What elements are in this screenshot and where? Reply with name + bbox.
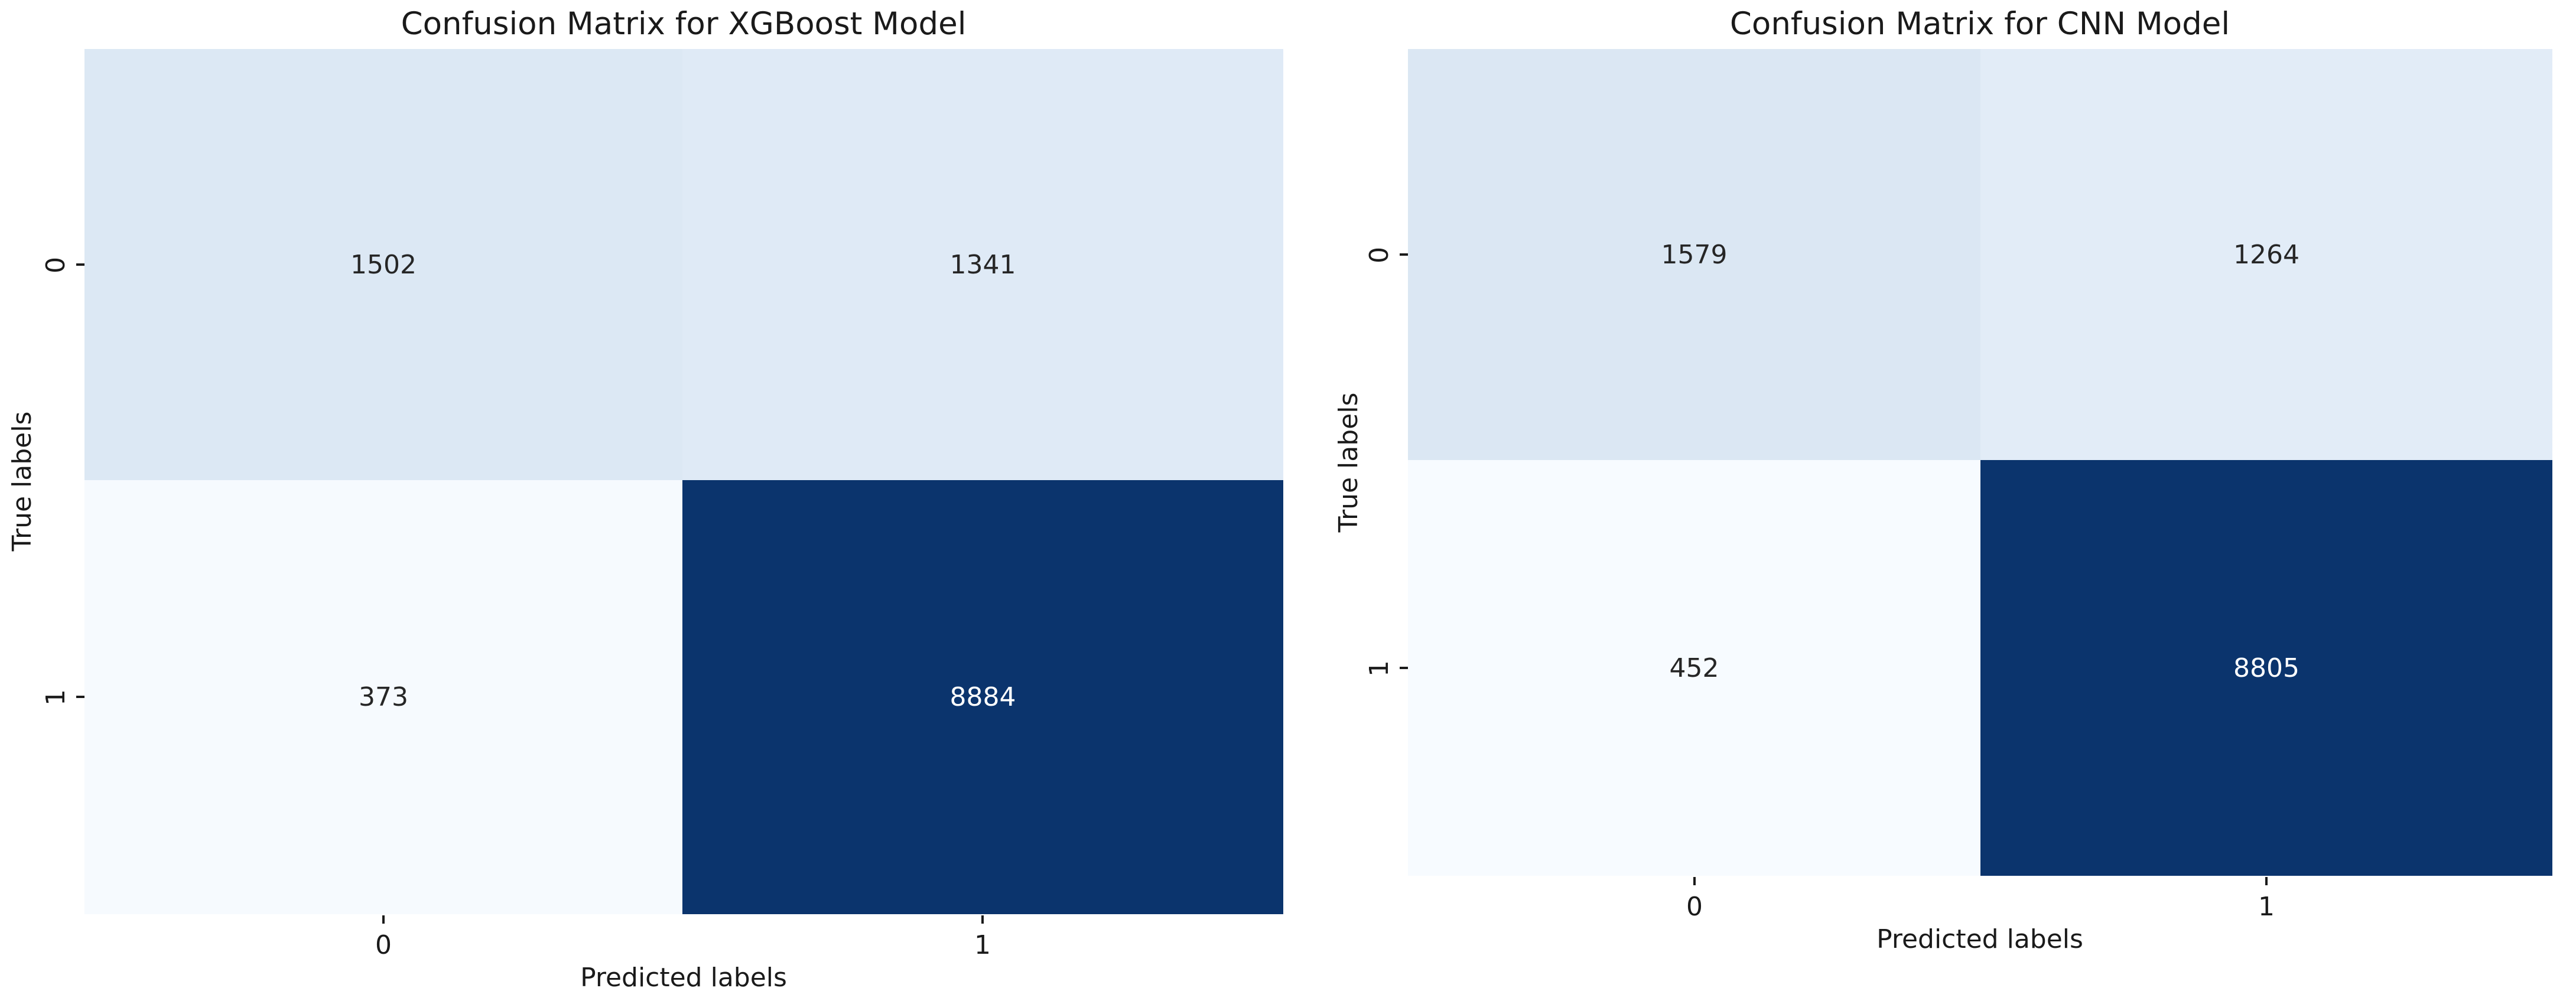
cnn-y-tickmark-0 — [1400, 253, 1408, 256]
cnn-chart-title: Confusion Matrix for CNN Model — [1729, 6, 2230, 42]
xgboost-cell-true0-pred1: 1341 — [682, 49, 1283, 480]
xgboost-y-tickmark-1 — [76, 696, 84, 698]
xgboost-x-axis-label: Predicted labels — [580, 963, 787, 993]
cnn-cell-true0-pred1: 1264 — [1980, 49, 2552, 460]
xgboost-cell-true1-pred1: 8884 — [682, 480, 1283, 914]
cnn-y-tickmark-1 — [1400, 667, 1408, 669]
cnn-cell-true1-pred1: 8805 — [1980, 460, 2552, 876]
cnn-y-tick-label-0: 0 — [1364, 247, 1394, 263]
cnn-cell-true1-pred0: 452 — [1408, 460, 1980, 876]
cnn-x-tickmark-0 — [1693, 877, 1696, 885]
xgboost-x-tickmark-1 — [981, 915, 984, 924]
confusion-matrix-xgboost: Confusion Matrix for XGBoost Model 1502 … — [7, 6, 1283, 993]
xgboost-x-tick-label-0: 0 — [375, 930, 392, 960]
xgboost-y-tickmark-0 — [76, 263, 84, 266]
cnn-x-tickmark-1 — [2265, 877, 2268, 885]
cnn-y-tick-label-1: 1 — [1364, 660, 1394, 677]
cnn-x-axis-label: Predicted labels — [1876, 924, 2083, 954]
cnn-y-axis-label: True labels — [1333, 392, 1364, 533]
cnn-cell-true0-pred0: 1579 — [1408, 49, 1980, 460]
cnn-x-tick-label-1: 1 — [2258, 891, 2275, 922]
xgboost-chart-title: Confusion Matrix for XGBoost Model — [401, 6, 967, 42]
xgboost-cell-true1-pred0: 373 — [84, 480, 682, 914]
xgboost-cell-true0-pred0: 1502 — [84, 49, 682, 480]
xgboost-x-tick-label-1: 1 — [974, 930, 991, 960]
cnn-x-tick-label-0: 0 — [1686, 891, 1703, 922]
xgboost-x-tickmark-0 — [382, 915, 385, 924]
